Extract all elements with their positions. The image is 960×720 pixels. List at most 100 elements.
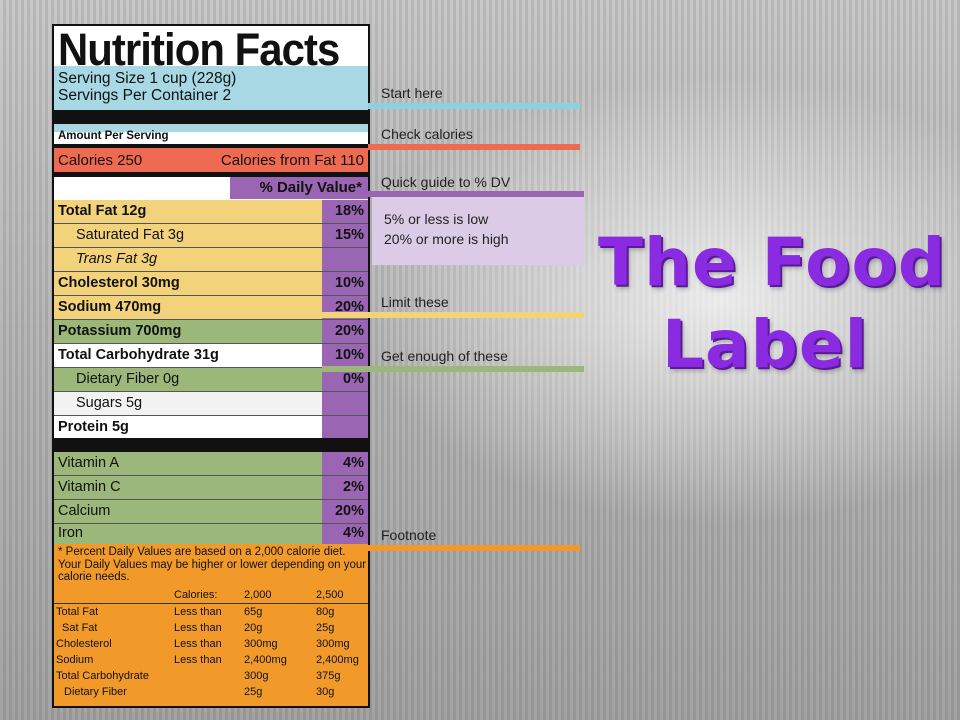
table-cell: Dietary Fiber xyxy=(64,686,127,698)
daily-value-header: % Daily Value* xyxy=(259,179,362,196)
nutrient-potassium: Potassium 700mg xyxy=(58,323,182,339)
table-cell: 300mg xyxy=(244,638,278,650)
nutrient-pct: 20% xyxy=(334,299,364,315)
nutrient-row: Trans Fat 3g xyxy=(54,248,368,272)
nutrient-total-fat: Total Fat 12g xyxy=(58,203,147,219)
guide-low: 5% or less is low xyxy=(384,211,489,227)
nutrient-sugars: Sugars 5g xyxy=(76,395,143,411)
nutrient-sodium: Sodium 470mg xyxy=(58,299,162,315)
vitamin-c: Vitamin C xyxy=(58,479,121,495)
table-cell: 2,400mg xyxy=(316,654,359,666)
table-cell: Less than xyxy=(174,606,222,618)
dv-column xyxy=(322,392,368,415)
nutrient-row: Sodium 470mg 20% xyxy=(54,296,368,320)
dv-column xyxy=(322,476,368,499)
nutrient-protein: Protein 5g xyxy=(58,419,129,435)
dv-column xyxy=(322,248,368,271)
nutrient-row: Potassium 700mg 20% xyxy=(54,320,368,344)
nutrition-facts-label: Nutrition Facts Serving Size 1 cup (228g… xyxy=(52,24,370,708)
slide-title-line2: Label xyxy=(662,306,869,383)
footnote-text: * Percent Daily Values are based on a 2,… xyxy=(58,546,367,583)
table-cell: 80g xyxy=(316,606,335,618)
serving-size: Serving Size 1 cup (228g) xyxy=(58,70,237,87)
table-cell: Sat Fat xyxy=(62,622,98,634)
callout-quick-guide: Quick guide to % DV xyxy=(381,174,511,190)
footnote-table-header: Calories: 2,000 2,500 xyxy=(54,588,368,604)
callout-line-yellow xyxy=(322,312,584,318)
dv-column xyxy=(322,368,368,391)
nutrient-row: Total Fat 12g 18% xyxy=(54,200,368,224)
nutrient-row: Protein 5g xyxy=(54,416,368,438)
table-cell: Less than xyxy=(174,622,222,634)
dv-column xyxy=(322,416,368,438)
table-cell: Sodium xyxy=(56,654,94,666)
dv-column xyxy=(322,200,368,223)
vitamin-row: Vitamin A 4% xyxy=(54,452,368,476)
nutrient-row: Total Carbohydrate 31g 10% xyxy=(54,344,368,368)
nutrient-saturated-fat: Saturated Fat 3g xyxy=(76,227,185,243)
callout-line-red xyxy=(368,144,580,150)
amount-per-serving: Amount Per Serving xyxy=(58,130,169,142)
table-cell: Less than xyxy=(174,654,222,666)
dv-column xyxy=(322,452,368,475)
nutrient-pct: 18% xyxy=(334,203,364,219)
vitamin-row: Calcium 20% xyxy=(54,500,368,524)
nutrient-trans-fat: Trans Fat 3g xyxy=(76,251,158,267)
table-cell: 25g xyxy=(244,686,263,698)
nutrient-row: Dietary Fiber 0g 0% xyxy=(54,368,368,392)
nutrient-pct: 0% xyxy=(343,371,364,387)
dv-column xyxy=(322,272,368,295)
divider xyxy=(54,144,368,148)
footnote-area xyxy=(54,544,368,706)
table-cell: 2,400mg xyxy=(244,654,287,666)
vitamin-pct: 4% xyxy=(343,455,364,471)
amount-per-serving-row: Amount Per Serving xyxy=(54,129,368,145)
table-cell: 375g xyxy=(316,670,341,682)
daily-value-header-row: % Daily Value* xyxy=(54,177,368,199)
table-cell: 2,500 xyxy=(316,589,344,601)
vitamin-row: Vitamin C 2% xyxy=(54,476,368,500)
table-row: Sodium Less than 2,400mg 2,400mg xyxy=(54,653,368,669)
table-row: Total Carbohydrate 300g 375g xyxy=(54,669,368,685)
callout-limit-these: Limit these xyxy=(381,294,449,310)
guide-high: 20% or more is high xyxy=(384,231,509,247)
daily-value-highlight xyxy=(230,177,368,199)
calories-value: Calories 250 xyxy=(58,152,143,169)
slide-title-line1: The Food xyxy=(598,224,947,301)
table-cell: 65g xyxy=(244,606,263,618)
table-cell: Cholesterol xyxy=(56,638,112,650)
callout-line-blue xyxy=(368,103,580,109)
table-row: Dietary Fiber 25g 30g xyxy=(54,685,368,701)
table-cell: 2,000 xyxy=(244,589,272,601)
table-cell: Total Fat xyxy=(56,606,99,618)
thick-divider xyxy=(54,110,368,124)
iron: Iron xyxy=(58,525,83,541)
dv-column xyxy=(322,344,368,367)
table-cell: 20g xyxy=(244,622,263,634)
callout-line-green xyxy=(322,366,584,372)
nutrient-total-carbohydrate: Total Carbohydrate 31g xyxy=(58,347,219,363)
calories-from-fat: Calories from Fat 110 xyxy=(220,152,364,169)
dv-column xyxy=(322,524,368,544)
callout-check-calories: Check calories xyxy=(381,126,473,142)
dv-guide-box: 5% or less is low 20% or more is high xyxy=(372,197,584,265)
nutrient-pct: 10% xyxy=(334,347,364,363)
table-row: Total Fat Less than 65g 80g xyxy=(54,605,368,621)
table-cell: Calories: xyxy=(174,589,218,601)
thick-divider xyxy=(54,438,368,452)
vitamin-row: Iron 4% xyxy=(54,524,368,544)
nutrient-pct: 15% xyxy=(334,227,364,243)
vitamin-a: Vitamin A xyxy=(58,455,119,471)
table-cell: Total Carbohydrate xyxy=(56,670,149,682)
table-cell: Less than xyxy=(174,638,222,650)
nutrient-pct: 20% xyxy=(334,323,364,339)
table-cell: 300g xyxy=(244,670,269,682)
vitamin-pct: 4% xyxy=(343,525,364,541)
vitamin-pct: 20% xyxy=(334,503,364,519)
nutrient-cholesterol: Cholesterol 30mg xyxy=(58,275,180,291)
dv-column xyxy=(322,320,368,343)
dv-column xyxy=(322,500,368,523)
calcium: Calcium xyxy=(58,503,111,519)
nutrient-row: Cholesterol 30mg 10% xyxy=(54,272,368,296)
callout-line-orange xyxy=(368,545,580,551)
